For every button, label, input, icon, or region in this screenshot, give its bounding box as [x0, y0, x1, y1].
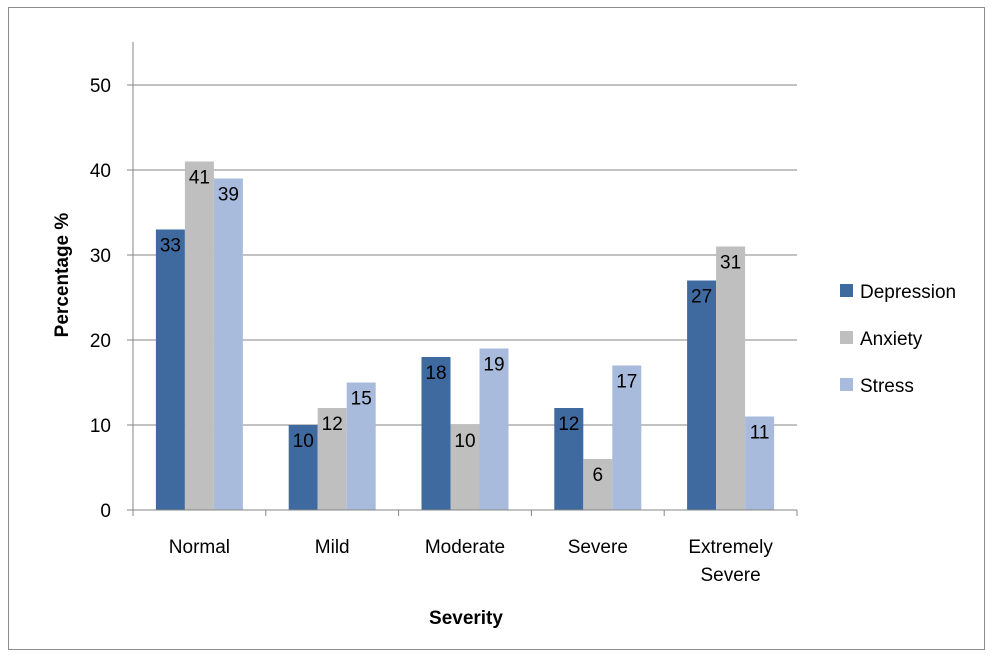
data-label: 19 — [483, 355, 504, 376]
bar-anxiety — [450, 425, 480, 510]
legend-label-stress: Stress — [860, 376, 914, 397]
gridlines — [133, 84, 797, 426]
bar-anxiety — [184, 161, 214, 510]
data-label: 10 — [454, 431, 475, 452]
data-label: 12 — [322, 414, 343, 435]
x-axis: Normal Mild Moderate Severe Extremely Severe — [132, 509, 798, 586]
x-axis-title: Severity — [429, 608, 503, 629]
data-label: 31 — [720, 253, 741, 274]
bar-stress — [612, 365, 642, 510]
data-label: 6 — [593, 465, 604, 486]
legend: Depression Anxiety Stress — [840, 282, 956, 397]
y-tick-label: 20 — [90, 331, 111, 352]
bar-anxiety — [583, 459, 613, 510]
x-tick-label: Severe — [568, 537, 628, 558]
data-label: 10 — [293, 431, 314, 452]
legend-label-anxiety: Anxiety — [860, 329, 923, 350]
data-label: 39 — [218, 185, 239, 206]
y-tick-label: 40 — [90, 161, 111, 182]
bars — [155, 161, 775, 510]
y-tick-label: 30 — [90, 246, 111, 267]
x-tick-label: Extremely — [688, 537, 773, 558]
x-tick-label: Normal — [169, 537, 230, 558]
x-tick-label: Mild — [315, 537, 350, 558]
data-label: 18 — [425, 363, 446, 384]
bar-anxiety — [716, 246, 746, 510]
legend-swatch-depression — [840, 284, 853, 297]
data-labels: 33 41 39 10 12 15 18 10 19 12 6 17 27 31 11 — [160, 168, 770, 487]
legend-swatch-stress — [840, 378, 853, 391]
data-label: 17 — [616, 372, 637, 393]
bar-depression — [554, 408, 584, 510]
bar-stress — [346, 382, 376, 510]
data-label: 15 — [351, 389, 372, 410]
legend-label-depression: Depression — [860, 282, 956, 303]
bar-depression — [421, 357, 451, 510]
x-tick-label: Severe — [700, 565, 760, 586]
data-label: 41 — [189, 168, 210, 189]
y-axis: 0 10 20 30 40 50 — [90, 42, 134, 522]
bar-stress — [479, 348, 509, 510]
x-tick-label: Moderate — [425, 537, 505, 558]
data-label: 11 — [750, 423, 770, 444]
bar-depression — [155, 229, 185, 510]
y-tick-label: 10 — [90, 416, 111, 437]
bar-depression — [288, 425, 318, 510]
data-label: 12 — [558, 414, 579, 435]
data-label: 27 — [691, 287, 712, 308]
bar-anxiety — [317, 408, 347, 510]
data-label: 33 — [160, 236, 181, 257]
y-tick-label: 0 — [100, 501, 111, 522]
bar-stress — [213, 178, 243, 510]
y-axis-title: Percentage % — [52, 213, 73, 338]
y-tick-label: 50 — [90, 76, 111, 97]
legend-swatch-anxiety — [840, 331, 853, 344]
bar-stress — [745, 416, 775, 510]
bar-depression — [687, 280, 717, 510]
